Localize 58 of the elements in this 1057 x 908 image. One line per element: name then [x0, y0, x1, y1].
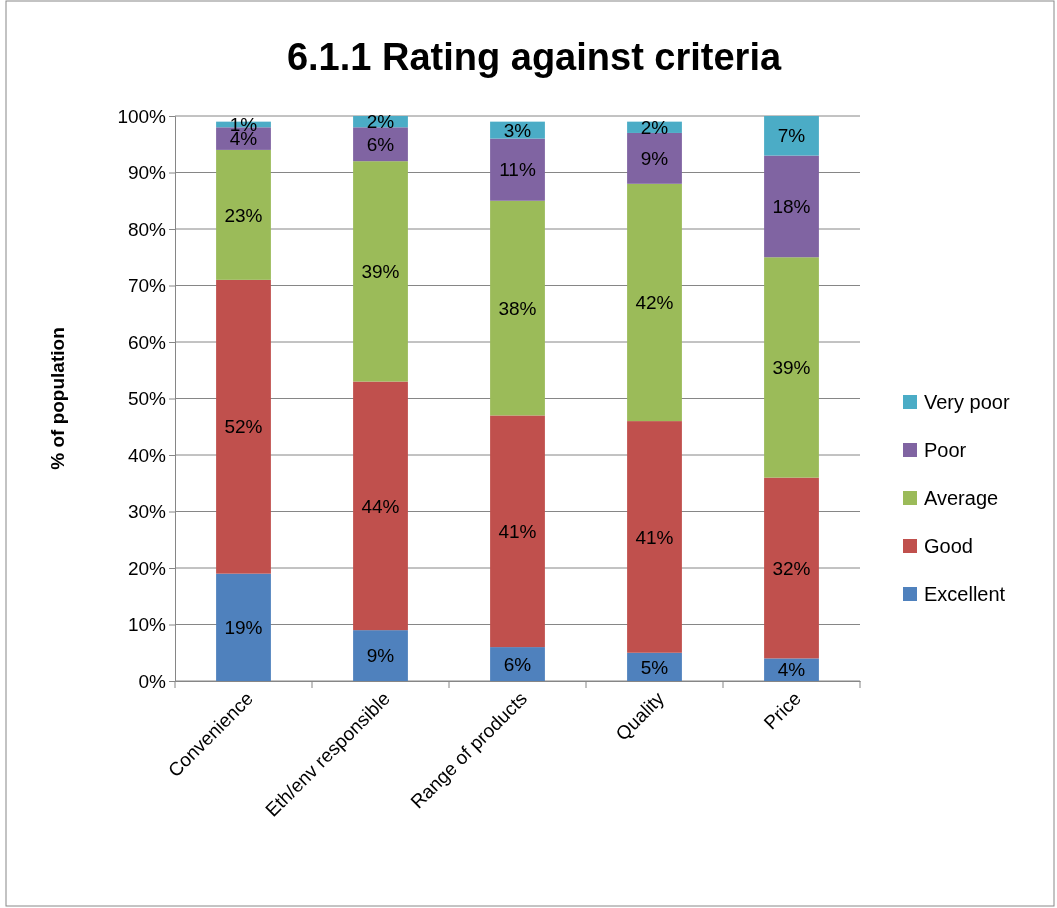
data-label: 52%	[224, 416, 263, 438]
bar	[216, 149, 271, 280]
y-tick-label: 100%	[117, 105, 167, 127]
data-label: 19%	[224, 616, 263, 638]
data-label: 5%	[640, 656, 669, 678]
y-tick-label: 70%	[127, 275, 167, 297]
bar	[764, 155, 819, 258]
data-label: 39%	[361, 261, 400, 283]
legend-label: Excellent	[924, 583, 1006, 605]
data-label: 4%	[777, 659, 806, 681]
bar	[216, 573, 271, 681]
y-axis-title: % of population	[47, 327, 68, 470]
y-tick-label: 80%	[127, 218, 167, 240]
bar	[764, 257, 819, 478]
data-label: 38%	[498, 297, 537, 319]
legend-label: Poor	[924, 439, 967, 461]
bar	[490, 200, 545, 416]
data-label: 6%	[503, 653, 532, 675]
legend-label: Very poor	[924, 391, 1010, 413]
chart-title: 6.1.1 Rating against criteria	[286, 36, 782, 78]
bar	[627, 132, 682, 184]
y-tick-label: 30%	[127, 501, 167, 523]
bar	[627, 183, 682, 422]
data-label: 41%	[635, 526, 674, 548]
y-tick-label: 10%	[127, 614, 167, 636]
data-label: 11%	[499, 159, 536, 181]
bar	[490, 138, 545, 201]
legend-label: Average	[924, 487, 999, 509]
legend-label: Good	[924, 535, 973, 557]
data-label: 9%	[640, 148, 669, 170]
y-tick-label: 50%	[127, 388, 167, 410]
bar	[353, 381, 408, 631]
y-tick-label: 90%	[127, 162, 167, 184]
bar	[764, 116, 819, 156]
y-tick-label: 20%	[127, 557, 167, 579]
data-label: 2%	[366, 111, 395, 133]
data-label: 23%	[224, 204, 263, 226]
bar	[490, 647, 545, 681]
bar	[216, 279, 271, 574]
data-label: 42%	[635, 292, 674, 314]
y-tick-label: 40%	[127, 444, 167, 466]
data-label: 6%	[366, 133, 395, 155]
bar	[353, 630, 408, 681]
data-label: 44%	[361, 495, 400, 517]
data-label: 9%	[366, 645, 395, 667]
data-label: 41%	[498, 520, 537, 542]
data-label: 3%	[503, 119, 532, 141]
data-label: 2%	[640, 116, 669, 138]
y-tick-label: 0%	[138, 670, 167, 692]
data-label: 18%	[772, 196, 811, 218]
data-label: 7%	[777, 125, 806, 147]
data-label: 32%	[772, 557, 811, 579]
bar	[764, 477, 819, 659]
data-label: 39%	[772, 357, 811, 379]
bar	[627, 421, 682, 653]
bar	[490, 415, 545, 648]
bar	[353, 161, 408, 382]
y-tick-label: 60%	[127, 331, 167, 353]
